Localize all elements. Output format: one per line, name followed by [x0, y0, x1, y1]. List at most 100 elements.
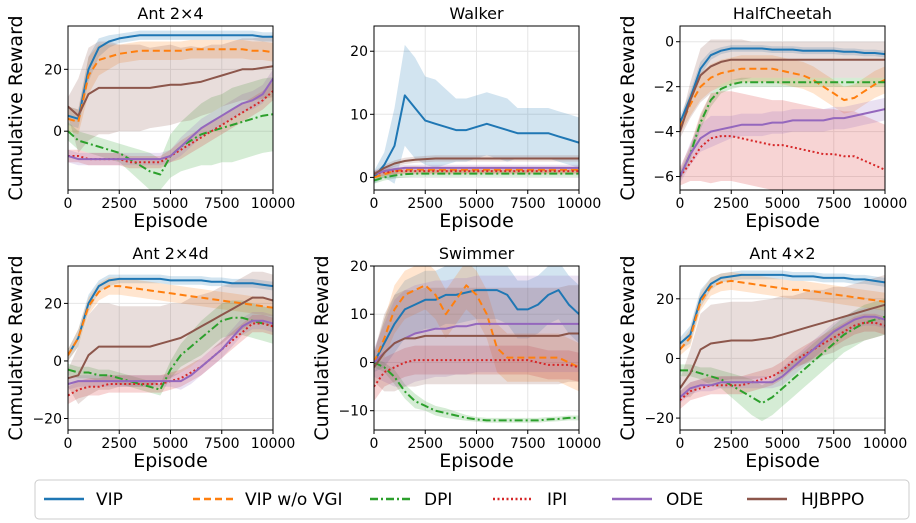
subplot-title: Ant 4×2: [749, 244, 815, 263]
x-tick-label: 2500: [101, 436, 137, 452]
series-line-hjbppo: [374, 332, 579, 368]
x-tick-label: 7500: [816, 196, 852, 212]
x-tick-label: 2500: [407, 196, 443, 212]
x-tick-label: 0: [64, 436, 73, 452]
plot-area: [68, 30, 273, 190]
x-tick-label: 2500: [101, 196, 137, 212]
legend-label-hjbppo: HJBPPO: [801, 490, 864, 510]
series-line-dpi: [680, 81, 885, 177]
x-tick-label: 10000: [863, 436, 908, 452]
series-line-vip-w-o-vgi: [68, 48, 273, 123]
series-line-hjbppo: [680, 303, 885, 389]
x-tick-label: 5000: [765, 196, 801, 212]
x-axis-label: Episode: [133, 450, 208, 472]
legend-label-vip-wo-vgi: VIP w/o VGI: [245, 490, 343, 510]
band-dpi: [68, 77, 273, 190]
plot-area: [68, 271, 273, 405]
y-tick-label: 0: [53, 124, 62, 140]
x-tick-label: 5000: [153, 196, 189, 212]
y-tick-label: 0: [359, 170, 368, 186]
x-tick-label: 5000: [459, 436, 495, 452]
legend-label-ode: ODE: [666, 490, 703, 510]
series-line-vip-w-o-vgi: [680, 279, 885, 351]
y-tick-label: 0: [53, 354, 62, 370]
band-vip-w-o-vgi: [680, 272, 885, 356]
band-hjbppo: [68, 35, 273, 153]
subplot-title: Walker: [449, 4, 504, 23]
legend: VIP VIP w/o VGI DPI IPI ODE HJBPPO: [34, 479, 910, 520]
x-tick-label: 10000: [251, 436, 296, 452]
subplot-swimmer: 0 2500 5000 7500 10000−1001020SwimmerEpisode…: [311, 244, 601, 472]
subplot-title: Ant 2×4: [137, 4, 203, 23]
band-vip-w-o-vgi: [680, 55, 885, 134]
y-tick-label: −20: [32, 411, 62, 427]
x-tick-label: 0: [370, 196, 379, 212]
y-axis-label: Cumulative Reward: [311, 255, 333, 440]
x-axis-label: Episode: [439, 210, 514, 232]
series-line-ipi: [680, 321, 885, 401]
x-tick-label: 5000: [153, 436, 189, 452]
band-ode: [680, 97, 885, 184]
x-tick-label: 7500: [204, 196, 240, 212]
y-tick-label: −20: [644, 411, 674, 427]
subplot-walker: 0 2500 5000 7500 10000 0 10 20 Walker Episode: [350, 4, 601, 232]
x-tick-label: 0: [676, 196, 685, 212]
y-tick-label: 0: [665, 351, 674, 367]
band-vip-w-o-vgi: [68, 39, 273, 135]
series-line-vip-w-o-vgi: [374, 284, 579, 369]
x-tick-label: 10000: [557, 436, 602, 452]
plot-area: [374, 266, 579, 423]
series-line-hjbppo: [68, 65, 273, 117]
legend-label-vip: VIP: [96, 490, 123, 510]
plot-area: [680, 270, 885, 422]
series-line-ipi: [680, 135, 885, 178]
x-tick-label: 0: [370, 436, 379, 452]
legend-entry-ode: ODE: [612, 490, 703, 510]
y-tick-label: 10: [350, 307, 368, 323]
y-tick-label: 20: [350, 44, 368, 60]
y-tick-label: 20: [44, 296, 62, 312]
plot-area: [680, 39, 885, 190]
y-tick-label: 0: [359, 355, 368, 371]
series-line-ode: [680, 108, 885, 177]
y-axis-label: Cumulative Reward: [617, 15, 639, 200]
band-dpi: [68, 300, 273, 396]
y-tick-label: −6: [653, 170, 674, 186]
band-vip: [374, 44, 579, 184]
series-line-vip: [68, 277, 273, 356]
y-axis-label: Cumulative Reward: [5, 15, 27, 200]
legend-entry-ipi: IPI: [493, 490, 567, 510]
y-tick-label: −4: [653, 125, 674, 141]
subplot-ant-2-4: 0 2500 5000 7500 10000 0 20 Ant 2×4 Episode Cumul…: [5, 4, 295, 232]
y-tick-label: 20: [350, 259, 368, 275]
x-tick-label: 10000: [557, 196, 602, 212]
series-line-ipi: [374, 170, 579, 176]
band-dpi: [680, 298, 885, 422]
y-tick-label: 20: [656, 292, 674, 308]
series-line-vip: [374, 94, 579, 179]
series-line-vip: [680, 273, 885, 345]
x-axis-label: Episode: [745, 450, 820, 472]
y-tick-label: 20: [44, 62, 62, 78]
series-line-ode: [68, 78, 273, 161]
series-line-ode: [374, 166, 579, 176]
legend-entry-vip: VIP: [44, 490, 123, 510]
legend-label-dpi: DPI: [424, 490, 452, 510]
x-tick-label: 10000: [251, 196, 296, 212]
x-tick-label: 0: [64, 196, 73, 212]
subplot-title: Swimmer: [439, 244, 515, 263]
x-tick-label: 7500: [510, 196, 546, 212]
series-line-vip-w-o-vgi: [68, 285, 273, 356]
series-line-vip: [374, 289, 579, 363]
series-line-vip: [68, 34, 273, 120]
band-ode: [68, 69, 273, 166]
series-line-hjbppo: [374, 157, 579, 176]
x-tick-label: 7500: [510, 436, 546, 452]
legend-entry-dpi: DPI: [370, 490, 452, 510]
band-hjbppo: [374, 155, 579, 178]
x-axis-label: Episode: [745, 210, 820, 232]
